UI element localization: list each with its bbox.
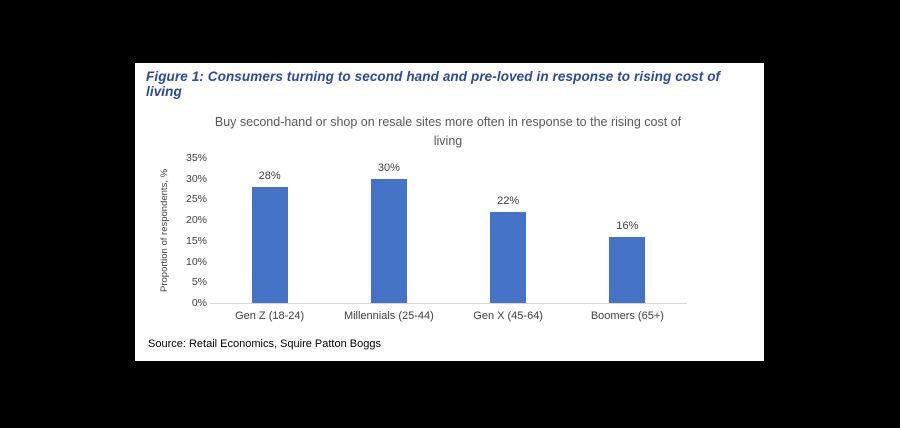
category-label: Boomers (65+)	[590, 310, 664, 322]
bar	[370, 178, 407, 303]
plot-area: 28% 30% 22% 16%	[210, 158, 687, 304]
bar-slot: 22%	[449, 158, 568, 303]
bar	[609, 236, 646, 303]
y-tick-label: 15%	[185, 234, 207, 247]
bar-value-label: 16%	[616, 219, 639, 232]
bar-value-label: 28%	[258, 170, 281, 182]
figure-title: Figure 1: Consumers turning to second ha…	[146, 69, 721, 99]
source-note: Source: Retail Economics, Squire Patton …	[148, 338, 381, 350]
x-axis-labels: Gen Z (18-24) Millennials (25-44) Gen X (4…	[210, 310, 687, 322]
y-tick-label: 30%	[185, 172, 207, 185]
y-tick-label: 35%	[185, 152, 207, 164]
y-tick-label: 5%	[191, 276, 207, 289]
category-label: Gen X (45-64)	[473, 310, 543, 322]
y-tick-label: 25%	[185, 193, 207, 206]
bar-slot: 28%	[210, 158, 329, 303]
y-axis-ticks: 0% 5% 10% 15% 20% 25% 30% 35%	[165, 152, 207, 309]
bar	[490, 211, 527, 303]
category-label: Millennials (25-44)	[343, 310, 434, 322]
bar-slot: 30%	[329, 158, 448, 303]
category-label: Gen Z (18-24)	[235, 310, 305, 322]
chart-title: Buy second-hand or shop on resale sites …	[214, 115, 682, 148]
y-tick-label: 20%	[185, 214, 207, 227]
figure-panel: Figure 1: Consumers turning to second ha…	[135, 63, 764, 361]
y-tick-label: 10%	[185, 255, 207, 268]
bar-value-label: 30%	[377, 161, 400, 174]
bar	[251, 187, 288, 303]
bar-value-label: 22%	[497, 194, 520, 207]
bar-slot: 16%	[568, 158, 687, 303]
y-tick-label: 0%	[191, 297, 207, 309]
